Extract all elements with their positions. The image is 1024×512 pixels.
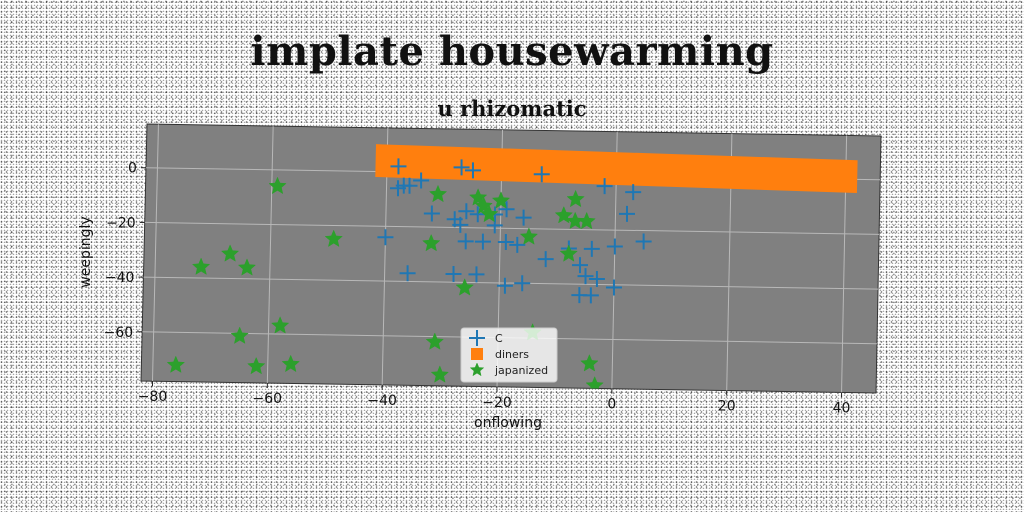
point-C: [389, 180, 406, 197]
point-japanized: [166, 355, 186, 373]
point-C: [453, 159, 470, 176]
point-C: [468, 266, 485, 283]
x-gridline: [151, 124, 159, 382]
y-tick-label: 0: [128, 161, 137, 177]
point-C: [571, 257, 588, 274]
x-tick-label: −60: [253, 391, 283, 407]
point-C: [464, 162, 481, 179]
point-japanized: [230, 326, 249, 344]
point-C: [390, 158, 407, 175]
point-C: [533, 166, 550, 183]
x-tick-label: 20: [718, 399, 736, 415]
point-C: [582, 287, 599, 304]
point-C: [445, 265, 462, 282]
point-C: [515, 209, 532, 226]
legend-label-japanized: japanized: [494, 364, 548, 377]
point-japanized: [220, 244, 240, 262]
point-C: [605, 279, 622, 296]
x-tick-label: −40: [367, 393, 397, 409]
point-C: [497, 234, 514, 251]
point-C: [423, 205, 440, 222]
point-C: [457, 233, 474, 250]
point-japanized: [519, 227, 539, 245]
series-diners-band: [375, 144, 858, 194]
point-japanized: [237, 258, 257, 276]
y-tick-label: −20: [106, 215, 136, 231]
y-axis-label: weepingly: [78, 216, 94, 287]
legend-marker-japanized: [469, 362, 485, 377]
point-C: [583, 240, 600, 257]
point-C: [596, 178, 613, 195]
point-C: [618, 205, 635, 222]
point-C: [577, 268, 594, 285]
point-japanized: [491, 191, 511, 209]
legend-label-C: C: [495, 332, 503, 345]
chart-subtitle: u rhizomatic: [437, 96, 587, 121]
legend-box: [460, 327, 558, 383]
point-japanized: [580, 354, 599, 372]
plot-background: [140, 123, 882, 394]
legend-label-diners: diners: [495, 348, 529, 361]
point-japanized: [247, 356, 266, 375]
legend-marker-C: [469, 330, 485, 346]
plot-area: [140, 123, 882, 394]
y-gridline: [144, 221, 880, 235]
y-gridline: [143, 276, 879, 290]
point-japanized: [268, 176, 287, 195]
chart-title: implate housewarming: [250, 28, 774, 75]
point-japanized: [324, 229, 343, 248]
point-japanized: [455, 278, 474, 296]
point-C: [514, 275, 531, 292]
point-C: [413, 172, 430, 189]
point-japanized: [270, 316, 290, 334]
point-japanized: [430, 365, 450, 383]
x-tick-label: 0: [607, 397, 616, 413]
point-C: [625, 184, 642, 201]
point-C: [474, 233, 491, 250]
point-C: [486, 217, 503, 234]
x-gridline: [266, 126, 274, 384]
series-C: [377, 158, 652, 304]
point-C: [377, 229, 394, 246]
point-C: [635, 233, 652, 250]
point-C: [469, 206, 486, 223]
point-japanized: [577, 211, 596, 230]
point-C: [458, 203, 475, 220]
point-japanized: [422, 233, 441, 252]
point-japanized: [480, 204, 499, 223]
x-axis-label: onflowing: [474, 415, 542, 431]
point-C: [399, 265, 416, 282]
point-C: [496, 277, 513, 294]
point-C: [452, 216, 469, 233]
axis-ticks: −80 −60 −40 −20 0 20 40 0 −20 −40 −60 onflowing weep…: [78, 161, 850, 431]
point-C: [606, 238, 623, 255]
point-C: [401, 177, 418, 194]
point-C: [509, 236, 526, 253]
legend-marker-diners: [471, 348, 483, 360]
x-tick-label: −20: [482, 395, 512, 411]
point-C: [537, 251, 554, 268]
x-tick-label: 40: [833, 400, 851, 416]
point-japanized: [428, 184, 448, 203]
point-japanized: [425, 332, 445, 350]
point-japanized: [559, 244, 578, 262]
point-C: [588, 271, 605, 288]
y-tick-label: −60: [104, 325, 134, 341]
y-tick-label: −40: [105, 270, 135, 286]
x-tick-label: −80: [138, 389, 168, 405]
point-japanized: [281, 354, 300, 373]
point-japanized: [566, 189, 585, 208]
point-C: [498, 201, 515, 218]
point-japanized: [191, 257, 211, 275]
